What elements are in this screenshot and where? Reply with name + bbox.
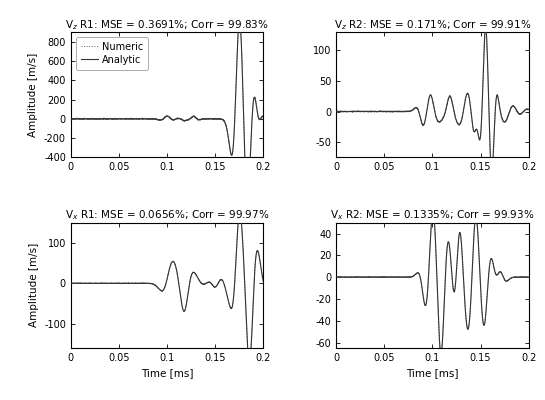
Analytic [415, 271, 422, 276]
X-axis label: Time [ms]: Time [ms] [141, 368, 193, 378]
Title: V$_x$ R1: MSE = 0.0656%; Corr = 99.97%: V$_x$ R1: MSE = 0.0656%; Corr = 99.97% [65, 208, 269, 222]
Numeric [425, 103, 431, 108]
Numeric [519, 110, 526, 114]
Numeric [525, 275, 532, 280]
Analytic [510, 104, 517, 108]
Numeric [207, 117, 214, 122]
Numeric [473, 127, 479, 132]
Numeric [254, 110, 261, 114]
Analytic [150, 282, 156, 286]
Numeric [414, 270, 420, 275]
Numeric [510, 104, 517, 109]
Line: Analytic: Analytic [336, 212, 529, 354]
Analytic [525, 107, 532, 112]
Analytic [525, 275, 532, 280]
Numeric [150, 282, 156, 286]
Numeric [429, 209, 436, 214]
Analytic [333, 109, 340, 114]
Numeric [237, 210, 243, 215]
Numeric [425, 287, 431, 292]
Numeric [68, 281, 74, 286]
Analytic [260, 278, 267, 283]
Line: Numeric: Numeric [71, 213, 263, 363]
Numeric [159, 117, 166, 122]
Analytic [148, 281, 155, 286]
Line: Analytic: Analytic [71, 213, 263, 363]
Numeric [333, 109, 340, 114]
Numeric [519, 275, 526, 280]
Analytic [244, 199, 251, 204]
Numeric [415, 109, 422, 114]
Analytic [68, 116, 74, 121]
Analytic [415, 109, 422, 114]
Analytic [254, 110, 261, 115]
Line: Numeric: Numeric [71, 20, 263, 202]
Analytic [260, 114, 267, 118]
Numeric [438, 352, 444, 356]
Numeric [148, 281, 155, 286]
Numeric [414, 106, 420, 110]
Numeric [148, 116, 155, 121]
Analytic [254, 248, 261, 253]
X-axis label: Time [ms]: Time [ms] [406, 368, 459, 378]
Analytic [159, 117, 166, 122]
Analytic [245, 198, 251, 203]
Title: V$_x$ R2: MSE = 0.1335%; Corr = 99.93%: V$_x$ R2: MSE = 0.1335%; Corr = 99.93% [330, 208, 535, 222]
Analytic [68, 281, 74, 286]
Analytic [159, 288, 166, 293]
Analytic [207, 280, 214, 285]
Numeric [260, 114, 267, 119]
Analytic [207, 116, 214, 121]
Analytic [473, 215, 480, 220]
Y-axis label: Amplitude [m/s]: Amplitude [m/s] [28, 52, 39, 137]
Y-axis label: Amplitude [m/s]: Amplitude [m/s] [28, 243, 39, 328]
Analytic [425, 287, 431, 292]
Numeric [245, 347, 251, 352]
Line: Numeric: Numeric [336, 27, 529, 173]
Analytic [473, 127, 479, 132]
Legend: Numeric, Analytic: Numeric, Analytic [76, 37, 148, 70]
Analytic [429, 210, 436, 214]
Numeric [150, 117, 156, 122]
Numeric [473, 215, 480, 220]
Title: V$_z$ R2: MSE = 0.171%; Corr = 99.91%: V$_z$ R2: MSE = 0.171%; Corr = 99.91% [334, 18, 531, 32]
Numeric [245, 199, 251, 204]
Numeric [482, 24, 489, 29]
Analytic [482, 25, 489, 30]
Analytic [519, 275, 526, 280]
Numeric [246, 361, 253, 366]
Numeric [525, 107, 532, 112]
Analytic [333, 275, 340, 280]
Numeric [488, 170, 495, 175]
Line: Numeric: Numeric [336, 212, 529, 354]
Analytic [237, 210, 243, 215]
Analytic [414, 106, 420, 110]
Title: V$_z$ R1: MSE = 0.3691%; Corr = 99.83%: V$_z$ R1: MSE = 0.3691%; Corr = 99.83% [65, 18, 269, 32]
Numeric [159, 288, 166, 293]
Numeric [415, 271, 422, 276]
Numeric [333, 274, 340, 279]
Numeric [244, 199, 251, 204]
Numeric [236, 18, 243, 22]
Analytic [425, 102, 431, 107]
Numeric [68, 116, 74, 121]
Analytic [488, 170, 495, 175]
Analytic [414, 270, 420, 275]
Numeric [260, 278, 267, 283]
Numeric [510, 275, 517, 280]
Analytic [519, 110, 526, 114]
Analytic [246, 360, 253, 365]
Numeric [207, 280, 214, 285]
Analytic [236, 18, 243, 23]
Line: Analytic: Analytic [71, 20, 263, 201]
Analytic [438, 351, 444, 356]
Line: Analytic: Analytic [336, 27, 529, 172]
Analytic [148, 116, 155, 121]
Numeric [254, 248, 261, 253]
Analytic [150, 116, 156, 121]
Analytic [510, 275, 517, 280]
Analytic [245, 347, 251, 352]
